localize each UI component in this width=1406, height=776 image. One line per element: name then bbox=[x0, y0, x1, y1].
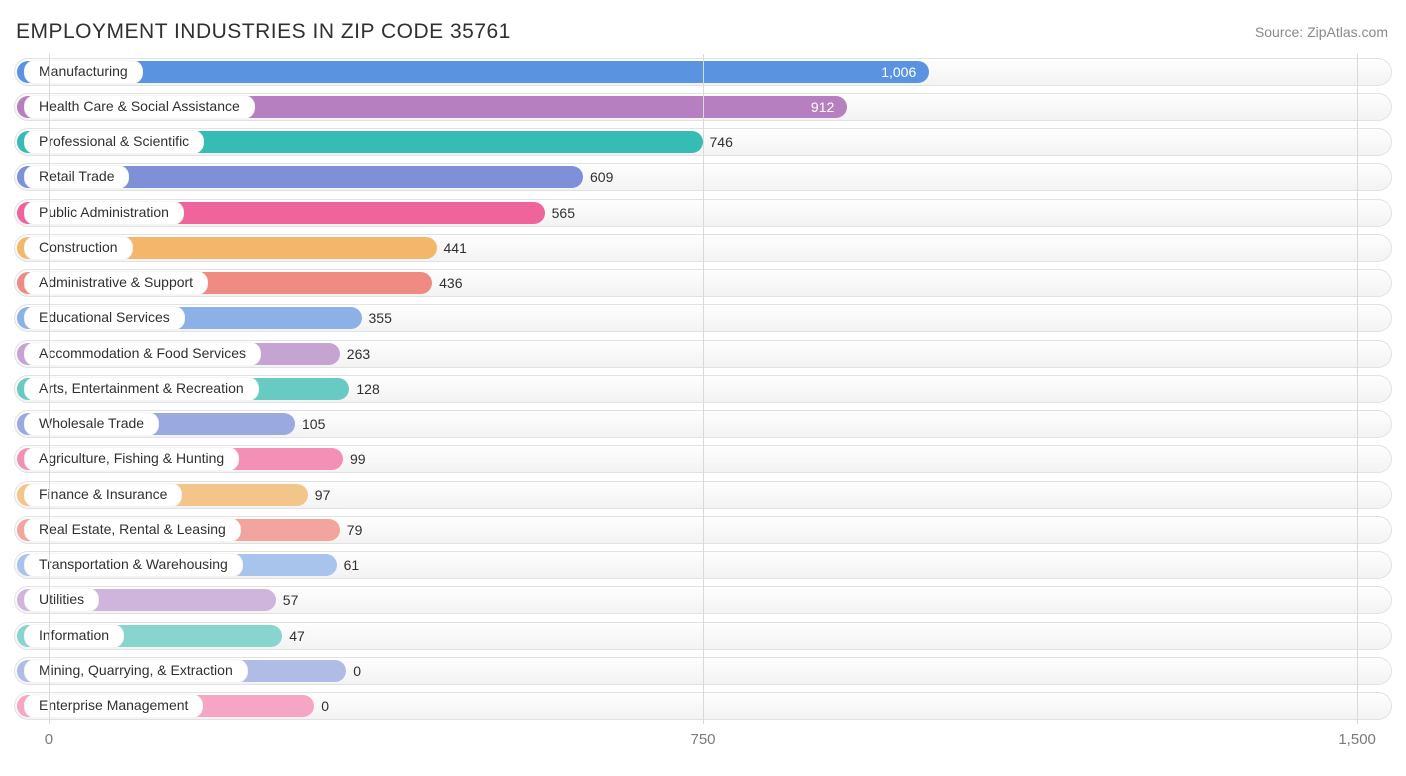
bar-label: Arts, Entertainment & Recreation bbox=[24, 377, 259, 401]
bar-label: Professional & Scientific bbox=[24, 130, 204, 154]
gridline bbox=[703, 54, 704, 724]
chart-container: EMPLOYMENT INDUSTRIES IN ZIP CODE 35761 … bbox=[0, 0, 1406, 776]
bar-value: 0 bbox=[321, 698, 329, 714]
chart-title: EMPLOYMENT INDUSTRIES IN ZIP CODE 35761 bbox=[16, 20, 511, 44]
bar-value: 57 bbox=[283, 592, 299, 608]
bar-value: 436 bbox=[439, 275, 462, 291]
bar-value: 912 bbox=[811, 99, 834, 115]
bar-label: Utilities bbox=[24, 588, 99, 612]
gridline bbox=[1357, 54, 1358, 724]
bar-label: Manufacturing bbox=[24, 60, 143, 84]
bar-value: 565 bbox=[552, 205, 575, 221]
bar-value: 746 bbox=[710, 134, 733, 150]
bar-value: 61 bbox=[344, 557, 360, 573]
bar-value: 105 bbox=[302, 416, 325, 432]
bar-value: 97 bbox=[315, 487, 331, 503]
bar-value: 0 bbox=[353, 663, 361, 679]
bar-label: Construction bbox=[24, 236, 133, 260]
chart-plot-area: Manufacturing 1,006 Health Care & Social A… bbox=[14, 54, 1392, 750]
x-tick-label: 750 bbox=[690, 731, 715, 748]
bar-value: 1,006 bbox=[881, 64, 916, 80]
bar-value: 47 bbox=[289, 628, 305, 644]
bar-label: Health Care & Social Assistance bbox=[24, 95, 255, 119]
bar-value: 609 bbox=[590, 169, 613, 185]
bar-value: 355 bbox=[369, 310, 392, 326]
bar-value: 263 bbox=[347, 346, 370, 362]
bar-value: 128 bbox=[356, 381, 379, 397]
x-tick-label: 0 bbox=[45, 731, 53, 748]
bar-label: Accommodation & Food Services bbox=[24, 342, 261, 366]
bar-label: Real Estate, Rental & Leasing bbox=[24, 518, 241, 542]
bar-label: Agriculture, Fishing & Hunting bbox=[24, 447, 239, 471]
bar-value: 99 bbox=[350, 451, 366, 467]
bar-value: 441 bbox=[444, 240, 467, 256]
x-tick-label: 1,500 bbox=[1338, 731, 1376, 748]
bar-label: Enterprise Management bbox=[24, 694, 203, 718]
bar-label: Wholesale Trade bbox=[24, 412, 159, 436]
bar-label: Mining, Quarrying, & Extraction bbox=[24, 659, 248, 683]
bar-label: Transportation & Warehousing bbox=[24, 553, 243, 577]
bar-value: 79 bbox=[347, 522, 363, 538]
bar-label: Administrative & Support bbox=[24, 271, 208, 295]
gridline bbox=[49, 54, 50, 724]
bar-label: Retail Trade bbox=[24, 165, 129, 189]
bar-label: Information bbox=[24, 624, 124, 648]
bar-label: Finance & Insurance bbox=[24, 483, 182, 507]
chart-header: EMPLOYMENT INDUSTRIES IN ZIP CODE 35761 … bbox=[14, 14, 1392, 50]
chart-source: Source: ZipAtlas.com bbox=[1255, 24, 1388, 40]
bar bbox=[17, 61, 929, 83]
